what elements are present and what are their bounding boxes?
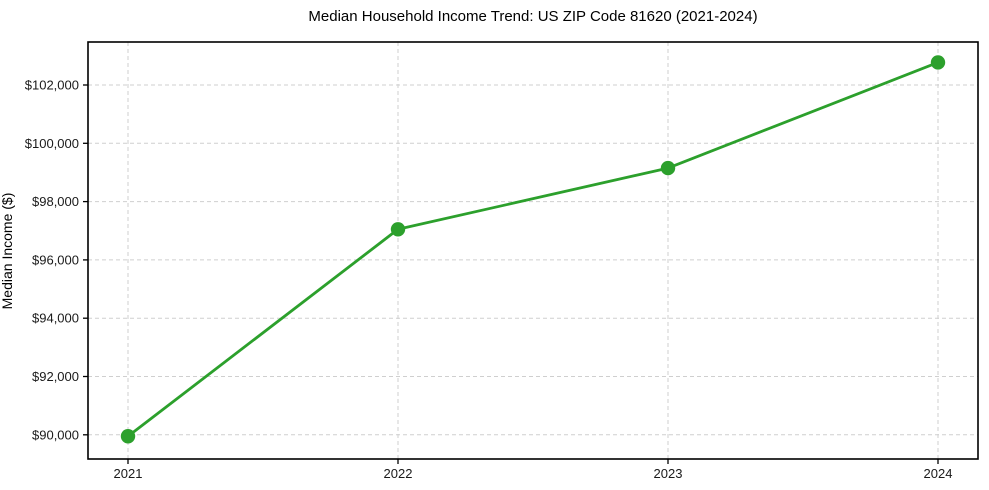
- data-point: [390, 222, 406, 237]
- y-tick-label: $98,000: [32, 194, 79, 209]
- y-tick-label: $92,000: [32, 369, 79, 384]
- x-tick-label: 2022: [384, 466, 413, 481]
- x-tick-label: 2021: [114, 466, 143, 481]
- data-point: [120, 429, 136, 444]
- data-point: [930, 55, 946, 70]
- y-tick-label: $90,000: [32, 427, 79, 442]
- plot-border: [87, 41, 979, 460]
- y-tick-label: $94,000: [32, 311, 79, 326]
- y-tick-label: $102,000: [25, 77, 79, 92]
- y-tick-label: $96,000: [32, 252, 79, 267]
- x-tick-label: 2023: [654, 466, 683, 481]
- y-tick-label: $100,000: [25, 136, 79, 151]
- data-point: [660, 160, 676, 176]
- data-line: [126, 61, 940, 438]
- x-tick-label: 2024: [924, 466, 953, 481]
- chart-title: Median Household Income Trend: US ZIP Co…: [308, 8, 758, 25]
